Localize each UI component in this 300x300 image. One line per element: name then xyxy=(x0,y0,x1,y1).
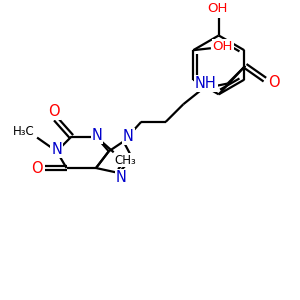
Text: OH: OH xyxy=(208,2,228,15)
Text: O: O xyxy=(268,75,280,90)
Text: OH: OH xyxy=(212,40,233,53)
Text: O: O xyxy=(31,160,43,175)
Text: N: N xyxy=(116,170,127,185)
Text: CH₃: CH₃ xyxy=(115,154,136,167)
Text: O: O xyxy=(48,103,60,118)
Text: H₃C: H₃C xyxy=(13,125,34,138)
Text: NH: NH xyxy=(195,76,217,91)
Text: N: N xyxy=(123,129,134,144)
Text: N: N xyxy=(51,142,62,157)
Text: N: N xyxy=(92,128,102,143)
